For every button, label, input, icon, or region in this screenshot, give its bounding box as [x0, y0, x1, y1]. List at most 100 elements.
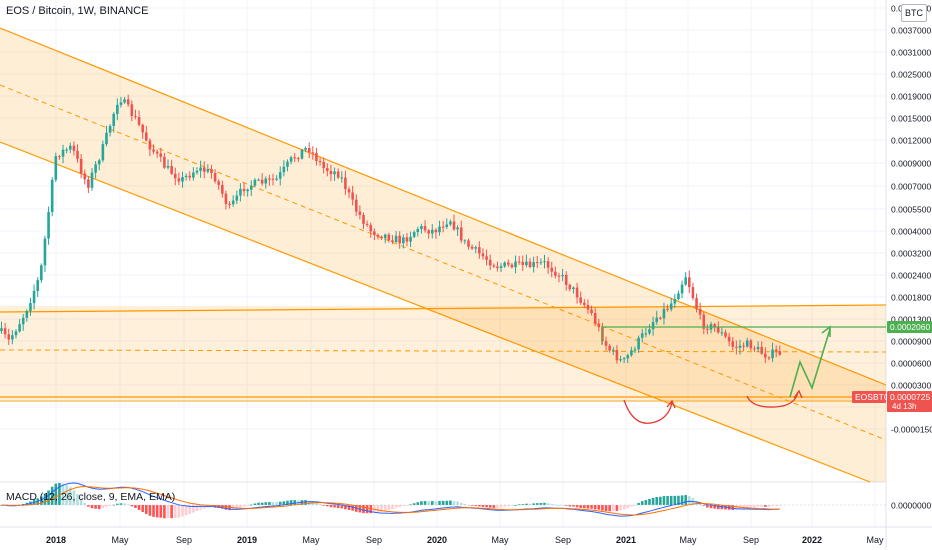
macd-histogram-bar [253, 503, 257, 505]
macd-histogram-bar [242, 505, 246, 507]
candle-body [695, 298, 698, 309]
candle-body [202, 167, 206, 172]
macd-histogram-bar [94, 505, 97, 509]
candle-body [535, 262, 539, 264]
candle-body [608, 345, 611, 351]
candle-body [666, 308, 669, 310]
macd-histogram-bar [478, 505, 481, 507]
macd-histogram-bar [760, 505, 763, 507]
candle-body [268, 178, 271, 180]
symbol-badge [852, 391, 886, 403]
candle-body [720, 332, 724, 334]
time-axis-label: May [302, 535, 320, 545]
candle-body [449, 221, 452, 225]
macd-histogram-bar [507, 505, 510, 507]
time-axis-label: Sep [743, 535, 759, 545]
candle-body [543, 261, 546, 263]
candle-body [402, 237, 405, 244]
macd-histogram-bar [47, 490, 50, 505]
macd-histogram-bar [720, 505, 724, 510]
macd-histogram-bar [282, 501, 286, 505]
candle-body [409, 236, 412, 242]
candle-body [387, 234, 391, 241]
macd-histogram-bar [199, 505, 202, 510]
candle-body [358, 211, 362, 215]
candle-body [25, 310, 29, 318]
candle-body [525, 261, 528, 266]
candle-body [456, 227, 459, 230]
candle-body [735, 346, 738, 348]
macd-histogram-bar [528, 503, 532, 505]
candle-body [188, 175, 192, 178]
drawing-annotations[interactable] [601, 325, 886, 424]
candle-body [289, 157, 293, 162]
candle-body [94, 164, 97, 173]
candle-body [235, 195, 239, 201]
macd-histogram-bar [257, 502, 260, 505]
candle-body [575, 287, 579, 298]
candle-body [72, 145, 76, 151]
candle-body [604, 341, 608, 346]
macd-histogram-bar [452, 501, 456, 505]
macd-histogram-bar [662, 496, 666, 505]
macd-histogram-bar [181, 505, 184, 517]
macd-histogram-bar [72, 490, 76, 505]
time-axis-label: May [679, 535, 697, 545]
macd-histogram-bar [601, 505, 604, 511]
price-axis-label: 0.0000600 [891, 359, 931, 369]
candle-body [141, 124, 144, 133]
candle-body [564, 274, 568, 285]
candle-body [619, 359, 622, 361]
candle-body [474, 247, 478, 249]
macd-histogram-bar [470, 505, 474, 506]
candle-body [228, 203, 231, 205]
candle-body [354, 199, 358, 212]
macd-histogram-bar [677, 495, 680, 505]
candle-body [716, 327, 720, 333]
macd-histogram-bar [137, 505, 141, 510]
descending-channel[interactable] [0, 27, 887, 483]
candle-body [257, 179, 260, 181]
macd-histogram-bar [170, 505, 173, 519]
candle-body [362, 214, 365, 224]
candle-body [521, 261, 525, 266]
macd-histogram-bar [517, 504, 521, 506]
macd-histogram-bar [239, 505, 242, 508]
candle-body [326, 168, 329, 171]
candle-body [760, 346, 763, 354]
macd-histogram-bar [706, 505, 709, 508]
price-axis-label: 0.0001800 [891, 293, 931, 303]
macd-histogram-bar [286, 500, 289, 505]
macd-histogram-bar [119, 503, 123, 505]
unit-badge[interactable]: BTC [901, 4, 927, 22]
right-bottom-arc [746, 391, 799, 408]
candle-body [344, 177, 347, 190]
projection-arrowhead [821, 325, 831, 337]
macd-histogram-bar [340, 505, 344, 509]
macd-histogram-bar [145, 505, 148, 514]
candle-body [18, 324, 21, 332]
macd-histogram-bar [764, 505, 767, 507]
horizontal-range-zone[interactable] [0, 304, 887, 402]
target-level-line [601, 326, 886, 345]
macd-histogram-bar [633, 505, 637, 506]
macd-axis-label: 0.0000000 [891, 501, 931, 511]
time-axis[interactable]: 2018 May Sep 2019 May Sep 2020 May Sep 2021 May Sep… [46, 535, 884, 545]
price-axis-label: 0.0004000 [891, 227, 931, 237]
macd-histogram-bar [630, 505, 633, 507]
macd-histogram-bar [409, 504, 412, 506]
candle-body [503, 262, 506, 267]
candle-body [651, 322, 655, 330]
candle-body [416, 229, 420, 233]
candle-body [365, 223, 369, 225]
candle-body [688, 277, 691, 288]
candle-body [47, 211, 50, 239]
macd-histogram-bar [583, 505, 586, 509]
macd-histogram-bar [177, 505, 181, 518]
macd-histogram-bar [166, 505, 170, 519]
macd-pane [0, 482, 886, 519]
macd-histogram-bar [778, 505, 782, 506]
macd-histogram-bar [525, 503, 528, 505]
